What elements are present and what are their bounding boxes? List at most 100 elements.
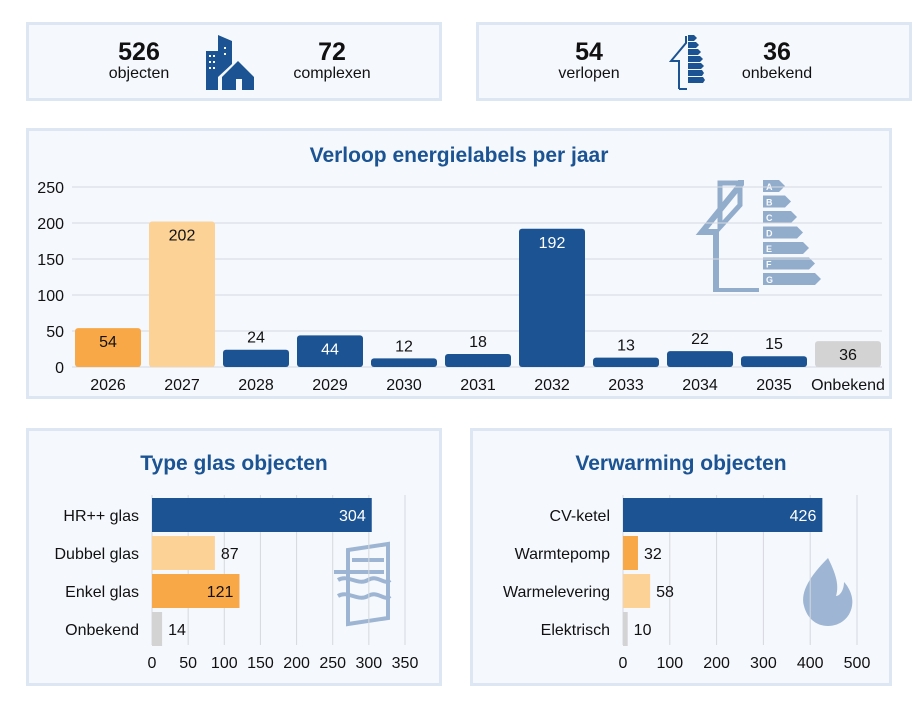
chart-title: Type glas objecten	[140, 452, 328, 475]
svg-text:F: F	[766, 260, 772, 270]
svg-text:D: D	[766, 229, 773, 239]
x-tick-label: 250	[319, 655, 346, 672]
bar-2027	[149, 221, 215, 367]
svg-text:C: C	[766, 213, 773, 223]
data-label: 54	[99, 334, 117, 351]
data-label: 36	[839, 347, 857, 364]
window-icon	[334, 541, 392, 627]
y-tick-label: Warmtepomp	[515, 546, 611, 563]
bar-2028	[223, 349, 289, 367]
expired-label: verlopen	[558, 65, 620, 82]
data-label: 10	[634, 622, 652, 639]
data-label: 22	[691, 331, 709, 348]
bar-Elektrisch	[623, 612, 628, 646]
svg-text:B: B	[766, 198, 773, 208]
data-label: 202	[169, 228, 196, 245]
chart-title: Verwarming objecten	[575, 452, 787, 475]
chart-panel-heating: Verwarming objecten	[470, 428, 892, 686]
y-tick-label: Enkel glas	[65, 584, 139, 601]
x-tick-label: 150	[247, 655, 274, 672]
buildings-icon	[206, 35, 254, 90]
data-label: 32	[644, 546, 662, 563]
kpi-card-labels: 54 verlopen 36 onbekend	[476, 22, 912, 101]
x-tick-label: 2029	[312, 377, 348, 394]
data-label: 304	[339, 508, 366, 525]
y-tick-label: HR++ glas	[63, 508, 139, 525]
x-tick-label: 2034	[682, 377, 718, 394]
y-tick-label: 100	[37, 288, 64, 305]
objects-count: 526	[118, 38, 160, 66]
y-tick-label: 50	[46, 324, 64, 341]
x-tick-label: 300	[750, 655, 777, 672]
x-tick-label: Onbekend	[811, 377, 885, 394]
expired-count: 54	[575, 38, 603, 66]
y-tick-label: 0	[55, 360, 64, 377]
y-tick-label: CV-ketel	[550, 508, 610, 525]
x-tick-label: 300	[356, 655, 383, 672]
bar-Enkel glas	[152, 574, 240, 608]
y-tick-label: Elektrisch	[541, 622, 610, 639]
data-label: 13	[617, 338, 635, 355]
x-tick-label: 400	[797, 655, 824, 672]
y-tick-label: 250	[37, 180, 64, 197]
y-tick-label: Onbekend	[65, 622, 139, 639]
x-tick-label: 2032	[534, 377, 570, 394]
x-tick-label: 500	[844, 655, 871, 672]
data-label: 18	[469, 334, 487, 351]
complexes-count: 72	[318, 38, 346, 66]
bar-Dubbel glas	[152, 536, 215, 570]
data-label: 24	[247, 330, 265, 347]
x-tick-label: 50	[179, 655, 197, 672]
bar-Warmtepomp	[623, 536, 638, 570]
bar-2032	[519, 228, 585, 367]
x-tick-label: 200	[283, 655, 310, 672]
x-tick-label: 0	[148, 655, 157, 672]
x-tick-label: 100	[656, 655, 683, 672]
x-tick-label: 2026	[90, 377, 126, 394]
unknown-label: onbekend	[741, 65, 813, 82]
data-label: 87	[221, 546, 239, 563]
x-tick-label: 2028	[238, 377, 274, 394]
bar-2034	[667, 351, 733, 367]
data-label: 121	[207, 584, 234, 601]
x-tick-label: 2027	[164, 377, 200, 394]
x-tick-label: 350	[392, 655, 419, 672]
svg-text:G: G	[766, 275, 773, 285]
bar-2026	[75, 328, 141, 367]
unknown-count: 36	[763, 38, 791, 66]
x-tick-label: 2030	[386, 377, 422, 394]
x-tick-label: 2035	[756, 377, 792, 394]
bar-Warmelevering	[623, 574, 651, 608]
bar-Onbekend	[152, 612, 163, 646]
x-tick-label: 0	[619, 655, 628, 672]
bar-2030	[371, 358, 437, 367]
chart-panel-glass: Type glas objecten	[26, 428, 442, 686]
energy-label-house-icon	[669, 35, 705, 90]
bar-2033	[593, 357, 659, 367]
data-label: 12	[395, 338, 413, 355]
data-label: 192	[539, 235, 566, 252]
bar-Onbekend	[815, 341, 881, 367]
bar-2029	[297, 335, 363, 367]
x-tick-label: 2033	[608, 377, 644, 394]
data-label: 426	[790, 508, 817, 525]
complexes-label: complexen	[293, 65, 371, 82]
data-label: 58	[656, 584, 674, 601]
bar-2035	[741, 356, 807, 367]
data-label: 44	[321, 341, 339, 358]
chart-title: Verloop energielabels per jaar	[309, 144, 609, 167]
y-tick-label: Warmelevering	[503, 584, 610, 601]
objects-label: objecten	[108, 65, 170, 82]
data-label: 14	[168, 622, 186, 639]
x-tick-label: 200	[703, 655, 730, 672]
bar-CV-ketel	[623, 498, 823, 532]
bar-2031	[445, 354, 511, 367]
svg-text:E: E	[766, 244, 772, 254]
y-tick-label: Dubbel glas	[55, 546, 140, 563]
x-tick-label: 2031	[460, 377, 496, 394]
bar-HR++ glas	[152, 498, 372, 532]
y-tick-label: 200	[37, 216, 64, 233]
y-tick-label: 150	[37, 252, 64, 269]
data-label: 15	[765, 336, 783, 353]
